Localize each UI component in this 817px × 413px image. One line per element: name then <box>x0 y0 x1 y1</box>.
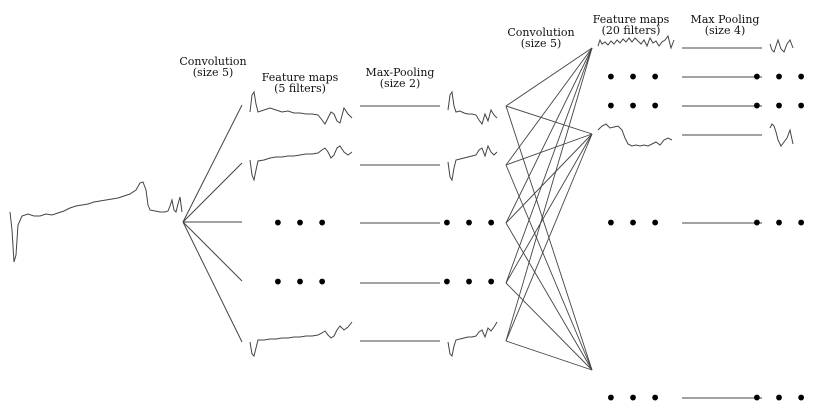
conv1-title: Convolution <box>179 55 247 68</box>
ellipsis-pooled2-3: • • • <box>750 94 810 118</box>
pooled-map-2-1 <box>769 38 794 53</box>
ellipsis-fmaps2-last: • • • <box>604 386 664 410</box>
feature-map-2-4 <box>597 123 673 147</box>
fmaps1-title: Feature maps <box>261 71 339 84</box>
fmaps2-title: Feature maps <box>592 13 670 26</box>
feature-map-1 <box>249 90 353 125</box>
pool1-size: (size 2) <box>379 77 421 90</box>
feature-map-2 <box>249 145 353 182</box>
ellipsis-fmaps1-4: • • • <box>271 270 331 294</box>
pool1-lines <box>360 105 440 342</box>
feature-map-2-1 <box>597 34 675 50</box>
pool2-lines <box>682 47 762 399</box>
pooled-map-5 <box>447 321 498 358</box>
ellipsis-fmaps1-3: • • • <box>271 211 331 235</box>
conv1-connections <box>182 104 243 343</box>
conv2-connections <box>505 47 593 371</box>
ellipsis-fmaps2-2: • • • <box>604 65 664 89</box>
pool2-title: Max Pooling <box>690 13 760 26</box>
ellipsis-pooled2-last: • • • <box>750 386 810 410</box>
pooled-map-2 <box>447 144 498 182</box>
pooled-map-2-4 <box>769 123 794 147</box>
feature-map-5 <box>249 321 353 357</box>
conv2-size: (size 5) <box>520 37 562 50</box>
ellipsis-fmaps2-3: • • • <box>604 94 664 118</box>
ellipsis-pooled1-4: • • • <box>440 270 500 294</box>
pool2-size: (size 4) <box>704 24 746 37</box>
fmaps1-count: (5 filters) <box>274 82 326 95</box>
conv2-title: Convolution <box>507 26 575 39</box>
ellipsis-fmaps2-mid: • • • <box>604 211 664 235</box>
pooled-map-1 <box>447 90 498 126</box>
ellipsis-pooled2-mid: • • • <box>750 211 810 235</box>
conv1-size: (size 5) <box>192 66 234 79</box>
fmaps2-count: (20 filters) <box>601 24 661 37</box>
ellipsis-pooled2-2: • • • <box>750 65 810 89</box>
pool1-title: Max-Pooling <box>365 66 435 79</box>
input-signal <box>9 181 183 263</box>
ellipsis-pooled1-3: • • • <box>440 211 500 235</box>
